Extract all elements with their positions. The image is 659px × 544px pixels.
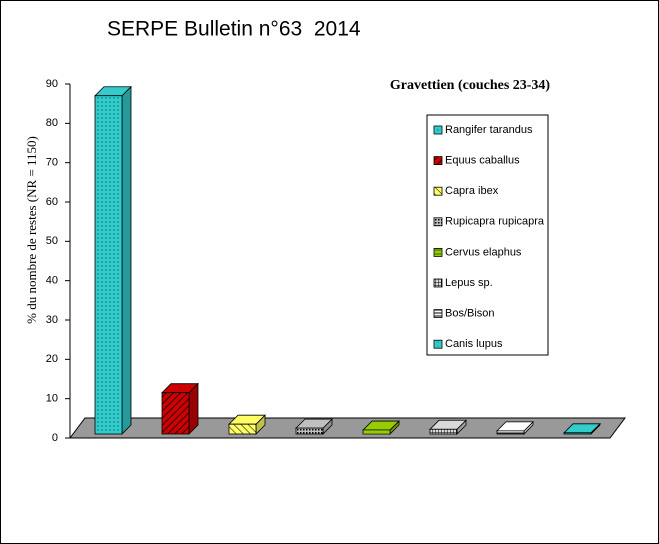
bar-texture	[363, 430, 390, 434]
chart-title: Gravettien (couches 23-34)	[390, 78, 551, 93]
y-tick-label: 10	[46, 393, 58, 405]
bar-side-shade	[457, 420, 466, 434]
legend-swatch-texture	[434, 340, 442, 349]
y-tick-label: 80	[46, 117, 58, 129]
bar-texture	[564, 432, 591, 434]
y-tick-label: 0	[52, 432, 58, 444]
legend-label: Rupicapra rupicapra	[445, 216, 545, 228]
bar-texture	[430, 429, 457, 434]
y-tick-label: 90	[46, 78, 58, 90]
y-tick-label: 20	[46, 353, 58, 365]
legend-swatch-texture	[434, 279, 442, 287]
floor	[69, 417, 626, 439]
bar-side-shade	[256, 415, 265, 434]
legend-swatch-texture	[434, 156, 442, 165]
bar-texture	[95, 95, 122, 434]
bar-side-shade	[122, 86, 131, 434]
legend-label: Bos/Bison	[445, 308, 495, 320]
y-tick-label: 70	[46, 157, 58, 169]
legend-swatch-texture	[434, 309, 442, 318]
legend-label: Rangifer tarandus	[445, 124, 533, 136]
bar-side-shade	[390, 421, 399, 434]
y-tick-label: 30	[46, 314, 58, 326]
y-tick-label: 40	[46, 275, 58, 287]
bar-side-shade	[189, 383, 198, 434]
bar-texture	[497, 430, 524, 434]
header: SERPE Bulletin n°63 2014	[107, 18, 361, 41]
legend-swatch-texture	[434, 126, 442, 134]
legend-swatch-texture	[434, 217, 442, 226]
legend-swatch-texture	[434, 187, 442, 196]
legend-label: Lepus sp.	[445, 277, 493, 289]
bar-side-shade	[524, 421, 533, 434]
legend-swatch-texture	[434, 248, 442, 257]
legend-label: Capra ibex	[445, 185, 499, 197]
y-tick-label: 60	[46, 196, 58, 208]
legend-label: Cervus elaphus	[445, 246, 522, 258]
y-tick-label: 50	[46, 235, 58, 247]
y-axis-label: % du nombre de restes (NR = 1150)	[24, 136, 39, 324]
legend-label: Equus caballus	[445, 155, 520, 167]
bar-texture	[296, 428, 323, 434]
bar-side-shade	[323, 419, 332, 434]
legend-label: Canis lupus	[445, 338, 503, 350]
bar-texture	[162, 392, 189, 434]
legend	[426, 114, 549, 356]
bar-texture	[229, 424, 256, 434]
